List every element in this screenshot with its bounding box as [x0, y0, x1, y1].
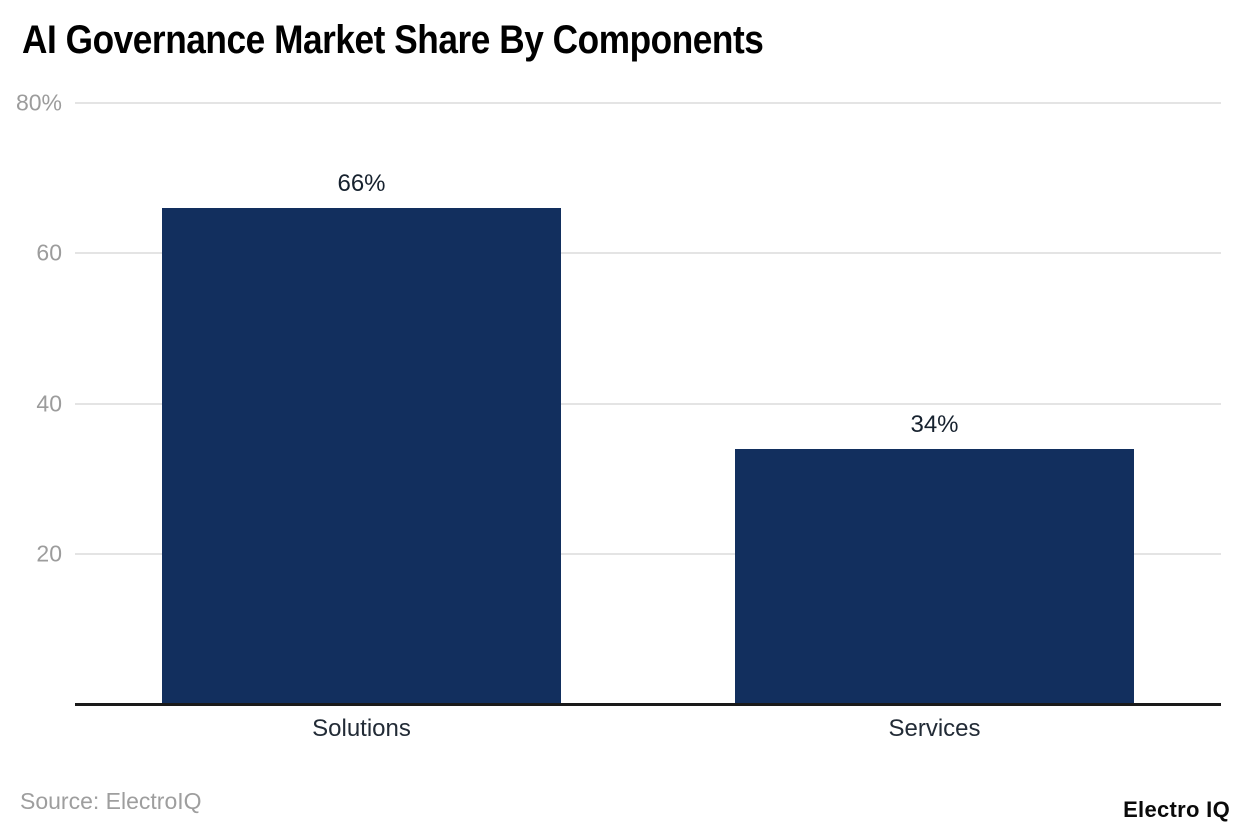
bar-value-label: 66% [337, 170, 386, 198]
bar [734, 448, 1135, 704]
y-axis-labels: 80% 60 40 20 [0, 91, 62, 704]
plot-area: 66% Solutions 34% Services [75, 102, 1221, 741]
category-label: Solutions [312, 715, 411, 742]
y-tick-label: 20 [36, 540, 62, 567]
bar-value-label: 34% [910, 410, 959, 438]
y-tick-label: 60 [36, 239, 62, 266]
gridline [75, 102, 1221, 104]
chart-title: AI Governance Market Share By Components [22, 18, 764, 62]
brand-logo: Electro IQ [1123, 797, 1230, 822]
bar-slot: 66% Solutions [75, 103, 648, 741]
y-tick-label: 80% [15, 89, 62, 116]
gridline [75, 552, 1221, 555]
y-tick-label: 40 [36, 390, 62, 416]
gridline [75, 402, 1221, 405]
gridline [75, 252, 1221, 255]
category-label: Services [888, 715, 981, 742]
x-axis-line [75, 703, 1221, 706]
bar-slot: 34% Services [648, 103, 1221, 741]
source-note: Source: ElectroIQ [20, 788, 202, 814]
bar [161, 208, 562, 704]
